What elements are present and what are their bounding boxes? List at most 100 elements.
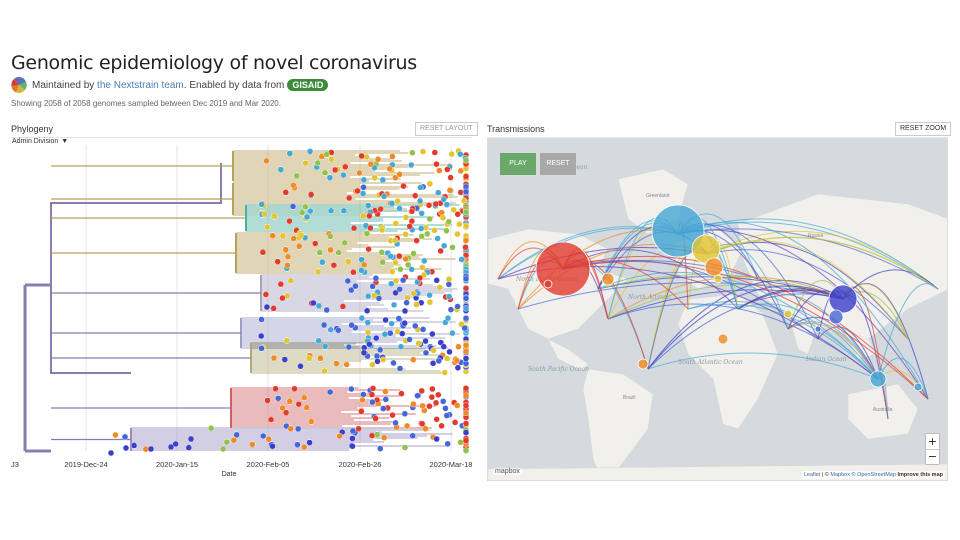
ocean-label: South Pacific Ocean	[528, 366, 589, 373]
tree-tip	[223, 438, 231, 446]
tree-tip	[429, 330, 436, 338]
tree-tip	[442, 405, 449, 412]
transmission-arc	[677, 218, 939, 290]
reset-zoom-button[interactable]: RESET ZOOM	[895, 122, 952, 136]
leaflet-link[interactable]: Leaflet	[803, 472, 821, 478]
tree-tip	[426, 180, 434, 187]
tree-tip	[358, 152, 365, 160]
tree-tip	[249, 441, 256, 448]
tree-tip	[396, 252, 403, 260]
tree-tip	[360, 349, 368, 356]
tree-tip	[343, 361, 350, 368]
tree-tip	[356, 169, 363, 177]
tree-tip	[344, 277, 352, 285]
tree-tip	[310, 299, 317, 307]
play-button[interactable]: PLAY	[500, 153, 536, 175]
tree-tip	[316, 249, 323, 256]
tree-tip	[395, 315, 403, 322]
transmission-arc	[647, 352, 879, 380]
osm-link[interactable]: © OpenStreetMap	[851, 472, 896, 478]
tree-tip	[387, 330, 394, 337]
tree-tip	[286, 398, 293, 405]
tree-tip	[345, 194, 353, 202]
phylogeny-title: Phylogeny	[11, 124, 54, 134]
reset-layout-button[interactable]: RESET LAYOUT	[415, 122, 478, 136]
tree-tip	[267, 416, 275, 423]
tree-tip	[419, 402, 426, 410]
color-by-select[interactable]: Admin Division ▼	[12, 138, 68, 145]
mapbox-link[interactable]: Mapbox	[830, 472, 850, 478]
tree-tip	[381, 331, 389, 338]
improve-map-link[interactable]: Improve this map	[897, 472, 943, 478]
reset-map-button[interactable]: RESET	[540, 153, 576, 175]
tree-tip	[330, 262, 338, 269]
phylogeny-tree[interactable]: J3 2019-Dec-24 2020-Jan-15 2020-Feb-05 2020-…	[11, 143, 473, 483]
tree-tip	[172, 440, 179, 448]
tree-tip	[403, 422, 411, 430]
tree-tip	[399, 276, 407, 284]
tree-tip	[379, 259, 386, 266]
tree-tip	[409, 149, 416, 156]
tree-tip	[282, 409, 290, 416]
tree-tip	[437, 247, 444, 255]
tree-tip	[396, 365, 404, 372]
attribution-separator: | ©	[820, 472, 831, 478]
tree-tip	[390, 301, 398, 309]
tree-tip	[380, 434, 388, 441]
zoom-out-button[interactable]: −	[926, 449, 939, 464]
tree-tip	[391, 237, 399, 244]
tree-tip	[453, 402, 461, 409]
tree-tip	[281, 356, 289, 363]
gisaid-logo[interactable]: GISAID	[287, 79, 329, 91]
tree-tip	[454, 303, 461, 310]
tree-tip	[436, 284, 443, 291]
tree-tip	[372, 275, 380, 282]
tree-tip	[419, 326, 427, 333]
tree-tip	[435, 391, 442, 399]
tree-tip	[429, 385, 436, 393]
tree-tip	[401, 319, 408, 327]
chevron-down-icon: ▼	[61, 138, 69, 145]
tree-tip	[258, 201, 265, 208]
map-attribution: Leaflet | © Mapbox © OpenStreetMap Impro…	[801, 471, 945, 479]
tree-tip	[443, 412, 450, 419]
mapbox-logo[interactable]: mapbox	[492, 468, 523, 475]
tree-tip	[289, 203, 297, 210]
tree-tip	[426, 291, 433, 299]
tree-tip	[462, 348, 470, 355]
tree-tip	[382, 388, 389, 395]
tree-tip	[360, 176, 368, 183]
tree-tip	[462, 305, 470, 312]
tree-tip	[431, 149, 439, 156]
tree-tip	[364, 319, 371, 326]
tree-tip	[374, 156, 382, 163]
tree-tip	[358, 408, 365, 415]
tree-tip	[286, 217, 293, 225]
tree-tip	[360, 212, 367, 220]
transmission-arc	[677, 221, 929, 400]
tree-tip	[327, 246, 334, 254]
tree-tip	[388, 320, 395, 327]
tree-tip	[259, 249, 267, 256]
tree-tip	[363, 230, 371, 237]
tree-tip	[429, 360, 437, 367]
tree-tip	[306, 355, 313, 362]
tree-tip	[264, 223, 271, 231]
tree-tip	[279, 232, 287, 240]
tree-tip	[379, 176, 387, 184]
tree-tip	[291, 385, 298, 392]
zoom-in-button[interactable]: +	[926, 434, 939, 449]
tree-tip	[331, 166, 339, 174]
tree-tip	[290, 182, 297, 189]
tree-tip	[428, 393, 436, 401]
tree-tip	[373, 334, 380, 342]
land-label: Australia	[873, 407, 893, 413]
tree-tip	[233, 431, 240, 439]
team-link[interactable]: the Nextstrain team	[97, 79, 184, 91]
tree-tip	[462, 285, 470, 292]
location-bubble	[601, 272, 615, 286]
tree-tip	[425, 202, 433, 209]
tree-tip	[350, 269, 357, 276]
